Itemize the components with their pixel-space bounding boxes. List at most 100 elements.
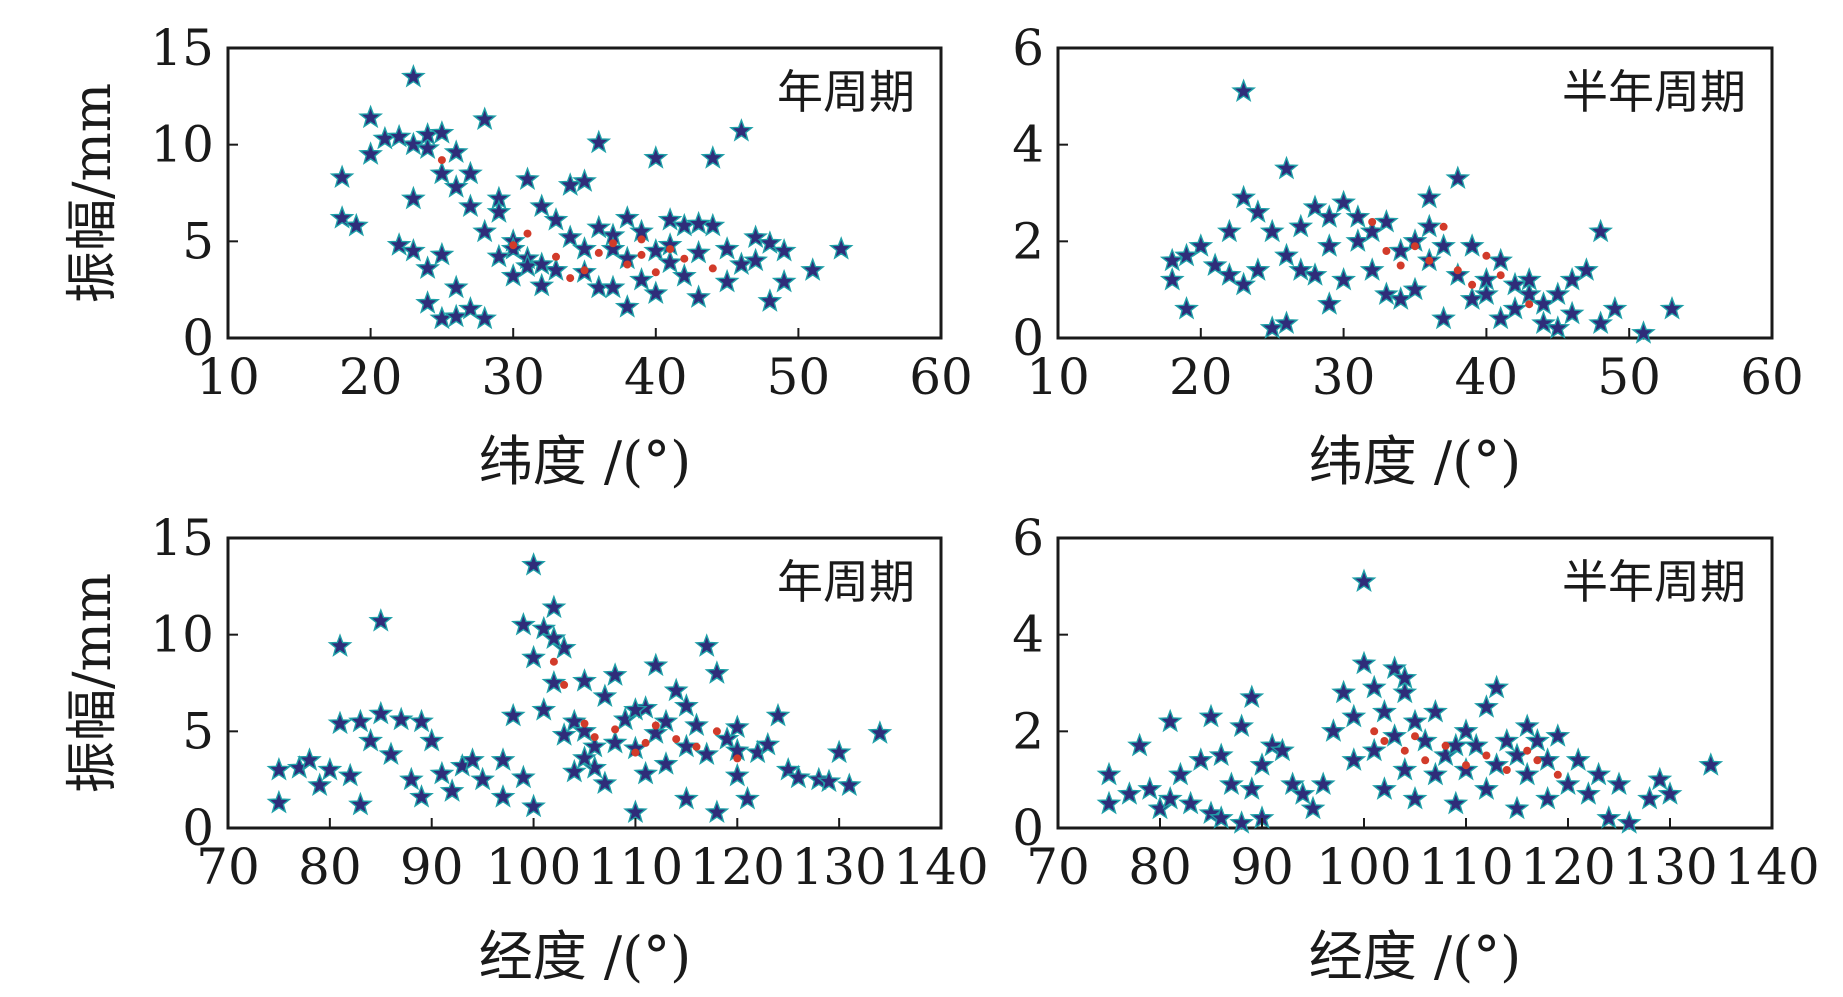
panel-annotation: 年周期 (777, 555, 915, 609)
data-point (1484, 674, 1509, 699)
data-point (1159, 247, 1185, 272)
data-point (490, 784, 516, 808)
highlight-point (1421, 756, 1430, 765)
x-tick-label: 60 (1740, 348, 1804, 406)
scatter-marks (1159, 78, 1685, 344)
highlight-point (1370, 727, 1379, 736)
data-point (686, 239, 711, 264)
highlight-point (611, 725, 620, 734)
highlight-point (1411, 732, 1419, 741)
highlight-point (1482, 751, 1491, 760)
data-point (1361, 674, 1387, 699)
data-point (623, 799, 648, 824)
data-point (1445, 165, 1471, 190)
data-point (400, 237, 426, 262)
data-point (572, 718, 597, 742)
data-point (1259, 218, 1285, 243)
data-point (1259, 732, 1285, 757)
data-point (1345, 228, 1371, 252)
data-point (327, 710, 353, 735)
data-point (643, 720, 669, 744)
data-point (1374, 208, 1399, 233)
data-point (1331, 266, 1357, 291)
data-point (329, 164, 355, 189)
data-point (1351, 568, 1377, 593)
data-point (643, 145, 669, 169)
data-point (1157, 708, 1183, 733)
data-point (672, 263, 697, 287)
data-point (1288, 213, 1314, 238)
data-point (1443, 790, 1469, 815)
data-point (1423, 761, 1448, 786)
data-point (358, 727, 384, 752)
y-tick-label: 0 (182, 799, 214, 857)
highlight-point (641, 738, 650, 747)
data-point (1178, 790, 1203, 815)
data-point (1616, 810, 1642, 834)
data-point (1229, 810, 1254, 834)
plot-frame (226, 46, 943, 340)
data-point (521, 793, 546, 818)
data-point (1382, 723, 1407, 747)
data-point (1331, 679, 1356, 704)
x-tick-label: 100 (1316, 838, 1411, 896)
data-point (409, 708, 434, 733)
y-tick-label: 15 (150, 19, 214, 77)
x-tick-label: 10 (1026, 348, 1090, 406)
data-point (409, 784, 434, 808)
data-point (1602, 295, 1628, 320)
highlight-point (637, 250, 646, 259)
highlight-point (580, 266, 589, 275)
highlight-point (712, 727, 721, 736)
data-point (1345, 204, 1371, 228)
y-axis-label: 振幅/mm (63, 83, 123, 303)
highlight-point (1525, 300, 1534, 309)
data-point (1217, 218, 1242, 243)
data-point (867, 720, 893, 744)
highlight-point (594, 248, 603, 257)
x-tick-label: 100 (486, 838, 581, 896)
data-point (1443, 732, 1469, 757)
data-point (557, 224, 583, 249)
data-point (1245, 257, 1271, 281)
data-point (1302, 262, 1328, 286)
data-point (529, 272, 555, 297)
data-point (686, 210, 711, 235)
data-point (1504, 795, 1530, 820)
data-point (1659, 295, 1685, 320)
data-point (429, 760, 455, 785)
data-point (1606, 771, 1632, 796)
data-point (704, 660, 730, 684)
data-point (1514, 761, 1540, 786)
data-point (541, 669, 567, 694)
data-point (1361, 737, 1387, 762)
highlight-point (1400, 746, 1409, 755)
highlight-point (609, 239, 617, 248)
data-point (602, 729, 628, 754)
data-point (1596, 805, 1622, 829)
data-point (1317, 204, 1342, 228)
data-point (1502, 271, 1528, 296)
data-point (1229, 713, 1255, 738)
data-point (429, 160, 455, 185)
data-point (1300, 795, 1326, 820)
data-point (572, 668, 597, 692)
data-point (1198, 703, 1224, 728)
scatter-marks (329, 63, 854, 330)
x-tick-label: 10 (196, 348, 260, 406)
data-point (1341, 747, 1367, 771)
y-tick-label: 15 (150, 509, 214, 567)
data-point (368, 608, 394, 632)
highlight-point (1380, 737, 1389, 745)
data-point (1392, 679, 1418, 704)
data-point (386, 232, 412, 256)
data-point (443, 274, 469, 299)
data-point (368, 700, 394, 725)
data-point (1270, 737, 1295, 762)
data-point (1202, 252, 1228, 277)
data-point (1535, 747, 1560, 771)
data-point (1545, 281, 1571, 306)
data-point (1545, 723, 1571, 747)
